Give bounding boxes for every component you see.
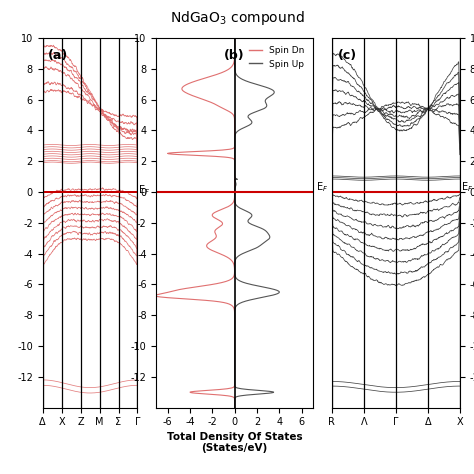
- Text: E$_F$: E$_F$: [461, 181, 474, 194]
- Text: (c): (c): [338, 49, 357, 62]
- Text: (a): (a): [48, 49, 69, 62]
- Text: E$_F$: E$_F$: [316, 181, 328, 194]
- X-axis label: Total Density Of States
(States/eV): Total Density Of States (States/eV): [167, 431, 302, 453]
- Text: (b): (b): [224, 49, 245, 62]
- Legend: Spin Dn, Spin Up: Spin Dn, Spin Up: [245, 43, 308, 72]
- Text: NdGaO$_3$ compound: NdGaO$_3$ compound: [170, 9, 304, 27]
- Text: E$_F$: E$_F$: [138, 183, 151, 197]
